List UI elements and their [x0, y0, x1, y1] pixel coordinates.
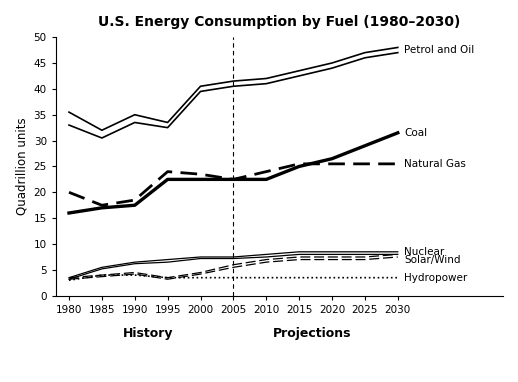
Text: Natural Gas: Natural Gas [405, 159, 466, 169]
Title: U.S. Energy Consumption by Fuel (1980–2030): U.S. Energy Consumption by Fuel (1980–20… [98, 15, 461, 29]
Text: Hydropower: Hydropower [405, 273, 468, 283]
Text: History: History [123, 327, 173, 340]
Y-axis label: Quadrillion units: Quadrillion units [15, 118, 28, 215]
Text: Solar/Wind: Solar/Wind [405, 254, 461, 265]
Text: Projections: Projections [273, 327, 352, 340]
Text: Nuclear: Nuclear [405, 247, 444, 257]
Text: Petrol and Oil: Petrol and Oil [405, 45, 474, 55]
Text: Coal: Coal [405, 128, 427, 138]
